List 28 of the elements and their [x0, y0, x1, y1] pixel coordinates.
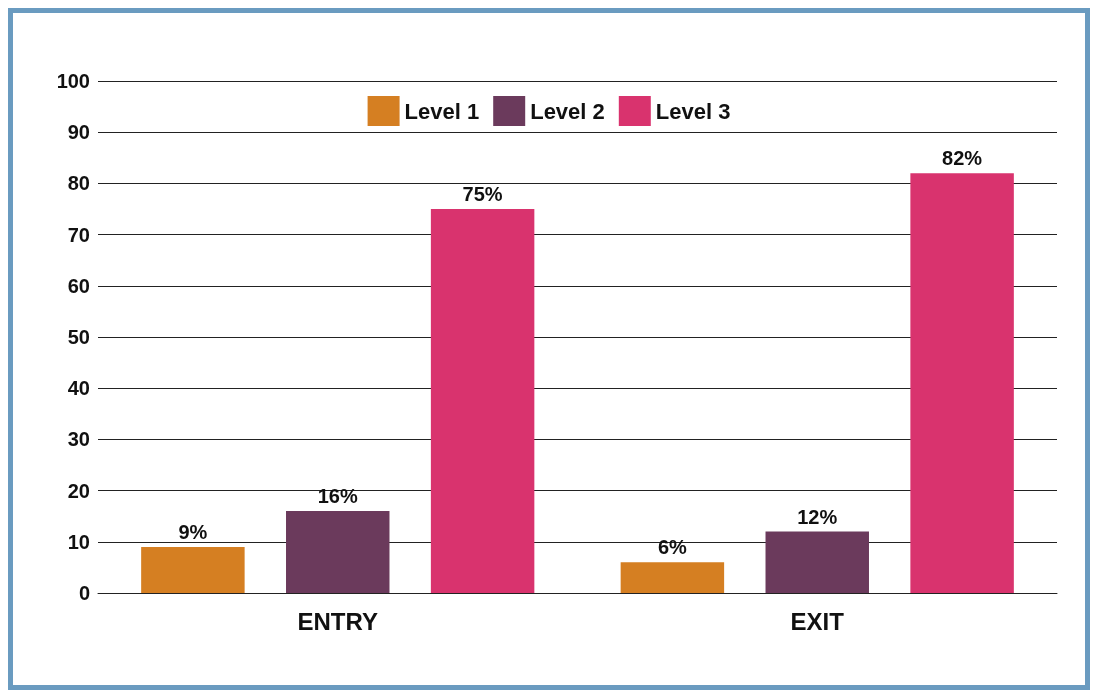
- y-tick-label: 70: [67, 223, 90, 246]
- legend-label: Level 1: [404, 98, 480, 124]
- bar: [286, 511, 390, 593]
- bar: [620, 562, 725, 593]
- bar: [910, 173, 1014, 593]
- x-tick-label: ENTRY: [297, 607, 378, 635]
- data-label: 6%: [657, 536, 688, 559]
- legend-label: Level 3: [655, 98, 731, 124]
- data-label: 12%: [797, 505, 838, 528]
- bar: [765, 531, 869, 593]
- data-label: 75%: [462, 183, 503, 205]
- data-label: 82%: [942, 147, 983, 170]
- y-tick-label: 10: [67, 530, 90, 553]
- y-tick-label: 50: [67, 326, 90, 348]
- data-label: 16%: [317, 485, 358, 508]
- y-tick-label: 0: [78, 582, 90, 604]
- legend-label: Level 2: [530, 98, 605, 124]
- y-tick-label: 90: [67, 121, 90, 144]
- bar: [141, 546, 245, 593]
- y-tick-label: 30: [67, 428, 90, 451]
- y-tick-label: 100: [56, 70, 90, 92]
- y-tick-label: 20: [67, 479, 90, 502]
- data-label: 9%: [178, 520, 208, 543]
- y-tick-label: 80: [67, 172, 90, 195]
- bar: [430, 209, 535, 593]
- y-tick-label: 60: [67, 274, 90, 297]
- x-tick-label: EXIT: [790, 607, 845, 635]
- y-tick-label: 40: [67, 377, 90, 400]
